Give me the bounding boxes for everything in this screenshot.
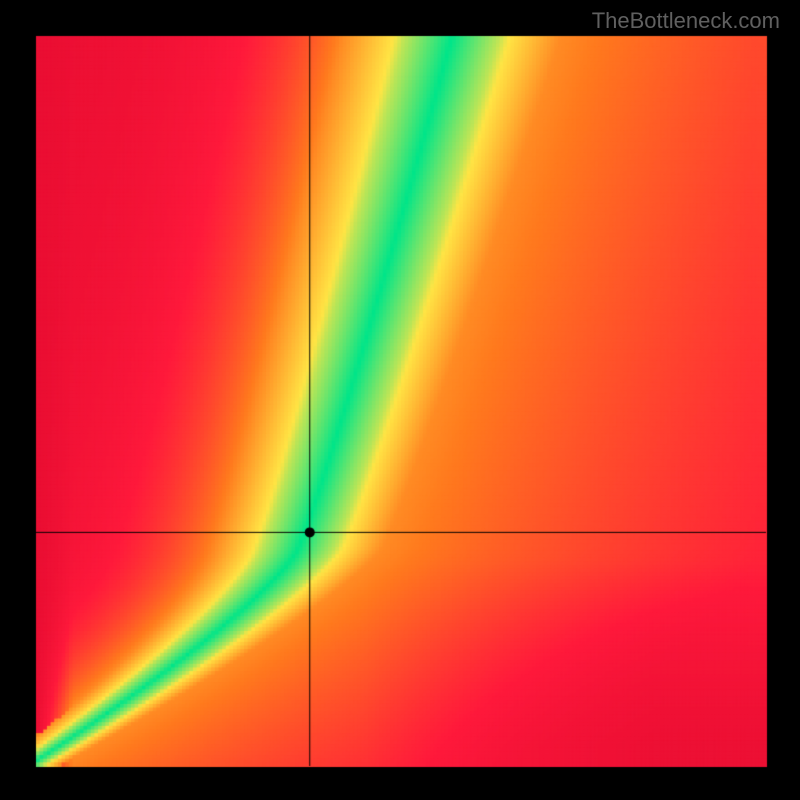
heatmap-canvas: [0, 0, 800, 800]
watermark: TheBottleneck.com: [592, 8, 780, 34]
chart-container: TheBottleneck.com: [0, 0, 800, 800]
